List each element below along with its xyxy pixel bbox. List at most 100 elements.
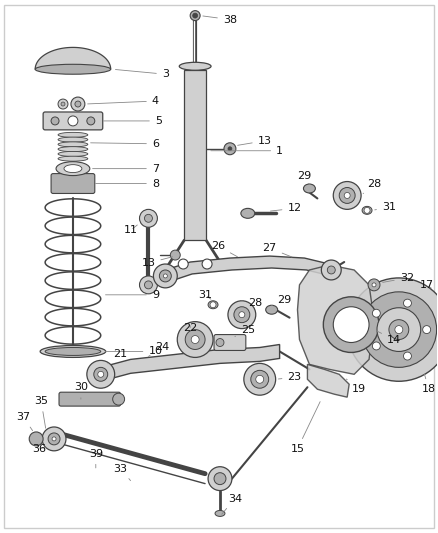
Circle shape — [234, 307, 250, 322]
Ellipse shape — [58, 147, 88, 151]
Text: 17: 17 — [420, 280, 434, 290]
Circle shape — [140, 276, 157, 294]
Circle shape — [216, 338, 224, 346]
Ellipse shape — [362, 206, 372, 214]
Circle shape — [48, 433, 60, 445]
Text: 10: 10 — [106, 346, 162, 357]
Text: 28: 28 — [242, 298, 262, 308]
Circle shape — [140, 209, 157, 227]
Text: 32: 32 — [383, 273, 414, 283]
Circle shape — [87, 117, 95, 125]
Text: 5: 5 — [103, 116, 162, 126]
Text: 25: 25 — [235, 325, 255, 336]
Circle shape — [333, 307, 369, 343]
Ellipse shape — [58, 156, 88, 161]
Circle shape — [321, 260, 341, 280]
Circle shape — [208, 467, 232, 490]
Circle shape — [68, 116, 78, 126]
Text: 8: 8 — [95, 179, 159, 189]
Polygon shape — [307, 365, 349, 397]
Circle shape — [224, 143, 236, 155]
Ellipse shape — [208, 301, 218, 309]
Ellipse shape — [64, 165, 82, 173]
Ellipse shape — [45, 348, 101, 356]
FancyBboxPatch shape — [51, 174, 95, 193]
Text: 3: 3 — [116, 69, 169, 79]
Text: 18: 18 — [422, 374, 436, 394]
Circle shape — [170, 250, 180, 260]
Text: 31: 31 — [375, 203, 396, 212]
Text: 1: 1 — [211, 146, 283, 156]
Text: 19: 19 — [346, 379, 366, 394]
Circle shape — [339, 188, 355, 204]
Text: 9: 9 — [106, 290, 159, 300]
Circle shape — [347, 278, 438, 381]
Text: 13: 13 — [238, 136, 272, 146]
Circle shape — [251, 370, 268, 388]
Polygon shape — [297, 265, 374, 374]
Circle shape — [377, 308, 421, 351]
Circle shape — [193, 13, 198, 18]
Ellipse shape — [40, 345, 106, 358]
Text: 22: 22 — [183, 322, 197, 333]
FancyBboxPatch shape — [43, 112, 103, 130]
Ellipse shape — [58, 151, 88, 156]
Circle shape — [372, 283, 376, 287]
Circle shape — [364, 207, 370, 213]
Ellipse shape — [58, 137, 88, 142]
Circle shape — [113, 393, 124, 405]
Ellipse shape — [241, 208, 255, 219]
Circle shape — [228, 147, 232, 151]
Text: 27: 27 — [262, 243, 292, 257]
Polygon shape — [184, 70, 206, 240]
Text: 28: 28 — [363, 179, 381, 193]
Circle shape — [239, 312, 245, 318]
Circle shape — [153, 264, 177, 288]
Circle shape — [51, 117, 59, 125]
Polygon shape — [35, 47, 111, 69]
Circle shape — [210, 302, 216, 308]
Text: 35: 35 — [34, 396, 48, 428]
Text: 36: 36 — [32, 444, 46, 454]
Circle shape — [361, 292, 437, 367]
Ellipse shape — [266, 305, 278, 314]
FancyBboxPatch shape — [59, 392, 120, 406]
Circle shape — [94, 367, 108, 381]
Circle shape — [42, 427, 66, 451]
Text: 29: 29 — [272, 295, 292, 306]
Text: 4: 4 — [88, 96, 159, 106]
Circle shape — [214, 473, 226, 484]
Circle shape — [145, 214, 152, 222]
Circle shape — [256, 375, 264, 383]
Text: 6: 6 — [91, 139, 159, 149]
Text: 23: 23 — [279, 372, 302, 382]
Ellipse shape — [35, 64, 111, 74]
Circle shape — [244, 364, 276, 395]
Circle shape — [403, 299, 411, 307]
Text: 39: 39 — [89, 449, 103, 468]
Text: 7: 7 — [92, 164, 159, 174]
Circle shape — [423, 326, 431, 334]
Circle shape — [344, 192, 350, 198]
Ellipse shape — [56, 161, 90, 175]
Circle shape — [87, 360, 115, 388]
Circle shape — [52, 437, 56, 441]
Text: 34: 34 — [222, 494, 242, 514]
Polygon shape — [165, 256, 331, 282]
Circle shape — [327, 266, 335, 274]
Text: 13: 13 — [141, 257, 173, 268]
Circle shape — [333, 182, 361, 209]
Text: 15: 15 — [290, 402, 320, 454]
Text: 37: 37 — [16, 412, 32, 431]
Circle shape — [61, 102, 65, 106]
Text: 24: 24 — [148, 343, 170, 357]
Text: 11: 11 — [124, 225, 138, 235]
Circle shape — [159, 270, 171, 282]
Circle shape — [58, 99, 68, 109]
Circle shape — [372, 309, 380, 317]
Polygon shape — [101, 344, 279, 381]
Text: 30: 30 — [74, 382, 88, 399]
Circle shape — [395, 326, 403, 334]
Circle shape — [185, 329, 205, 350]
Circle shape — [178, 259, 188, 269]
